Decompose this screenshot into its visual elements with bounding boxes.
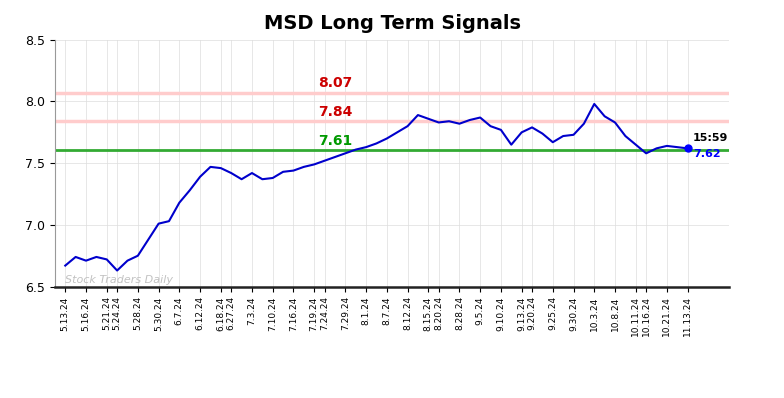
Title: MSD Long Term Signals: MSD Long Term Signals [263, 14, 521, 33]
Text: 7.62: 7.62 [693, 149, 720, 159]
Text: 7.61: 7.61 [318, 134, 353, 148]
Text: Stock Traders Daily: Stock Traders Daily [65, 275, 173, 285]
Text: 7.84: 7.84 [318, 105, 353, 119]
Text: 15:59: 15:59 [693, 133, 728, 143]
Text: 8.07: 8.07 [318, 76, 353, 90]
